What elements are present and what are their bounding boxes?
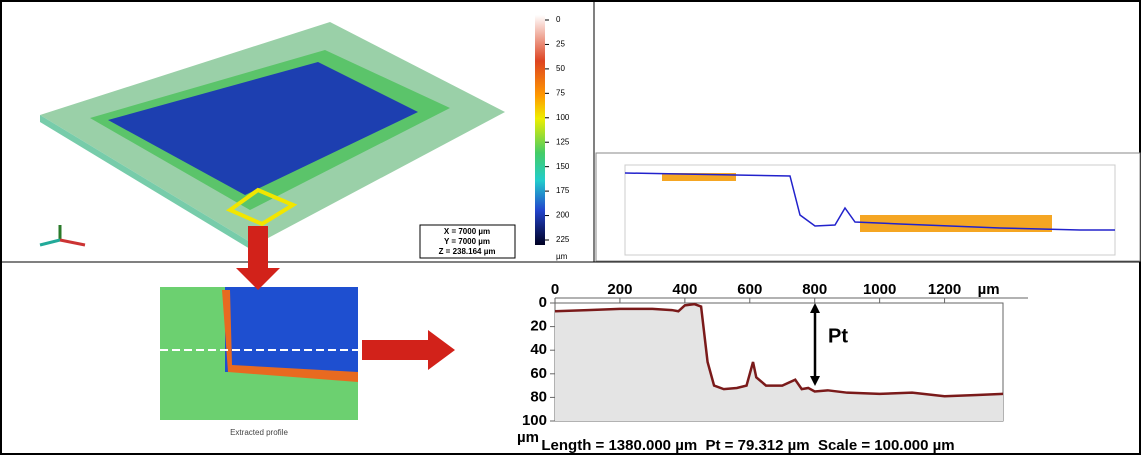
mini-plot (624, 164, 1116, 256)
colorbar-tick-label: 125 (556, 137, 570, 146)
arrow-down (236, 226, 280, 290)
extracted-pit (225, 287, 358, 372)
extracted-edge (222, 290, 358, 382)
selection (225, 187, 298, 227)
mini-chart (595, 152, 1141, 262)
axis-x (59, 238, 86, 247)
colorbar-ticks: 0 25 50 75 100 125 150 175 200 225 (545, 15, 570, 244)
y-tick-label: 100 (522, 412, 547, 429)
y-tick-label: 0 (539, 294, 547, 311)
y-tick-label: 40 (530, 341, 547, 358)
x-tick-label: 0 (551, 281, 559, 298)
x-tick-label: 1000 (863, 281, 896, 298)
y-tick-label: 80 (530, 388, 547, 405)
surface-pit (108, 62, 418, 195)
x-unit: µm (978, 281, 1000, 298)
caption: Extracted profile (230, 428, 288, 437)
colorbar-tick-label: 0 (556, 15, 561, 24)
x-tick-label: 1200 (928, 281, 961, 298)
colorbar-tick-label: 75 (556, 88, 565, 97)
x-tick-label: 400 (672, 281, 697, 298)
profile-chart: 0 200 400 600 800 1000 1200 µm020406080100µmPtL… (517, 281, 1028, 454)
colorbar-unit: µm (556, 252, 568, 261)
x-tick-label: 600 (737, 281, 762, 298)
colorbar-tick-label: 25 (556, 40, 565, 49)
info-y: Y = 7000 µm (444, 237, 490, 246)
y-tick-label: 20 (530, 318, 547, 335)
y-unit: µm (517, 429, 539, 446)
arrow-right (362, 330, 455, 370)
pt-arrow-head (810, 303, 820, 313)
mini-line (624, 172, 1115, 231)
x-tick-label: 200 (607, 281, 632, 298)
colorbar-tick-label: 150 (556, 162, 570, 171)
info-z: Z = 238.164 µm (439, 247, 496, 256)
x-tick-label: 800 (802, 281, 827, 298)
colorbar-tick-label: 50 (556, 64, 565, 73)
pt-arrow-head (810, 376, 820, 386)
area (555, 304, 1003, 421)
y-tick-label: 60 (530, 365, 547, 382)
profile-line (554, 302, 1004, 398)
info-box (419, 224, 516, 259)
footer: Length = 1380.000 µm Pt = 79.312 µm Scal… (541, 437, 954, 454)
surface-side (40, 115, 255, 252)
mini-band (662, 173, 736, 181)
annotation: Pt (828, 325, 848, 347)
info-x: X = 7000 µm (444, 227, 490, 236)
colorbar-tick-label: 200 (556, 211, 570, 220)
colorbar-tick-label: 225 (556, 235, 570, 244)
colorbar (535, 15, 545, 245)
colorbar-tick-label: 175 (556, 186, 570, 195)
axis-y (39, 238, 61, 247)
colorbar-tick-label: 100 (556, 113, 570, 122)
